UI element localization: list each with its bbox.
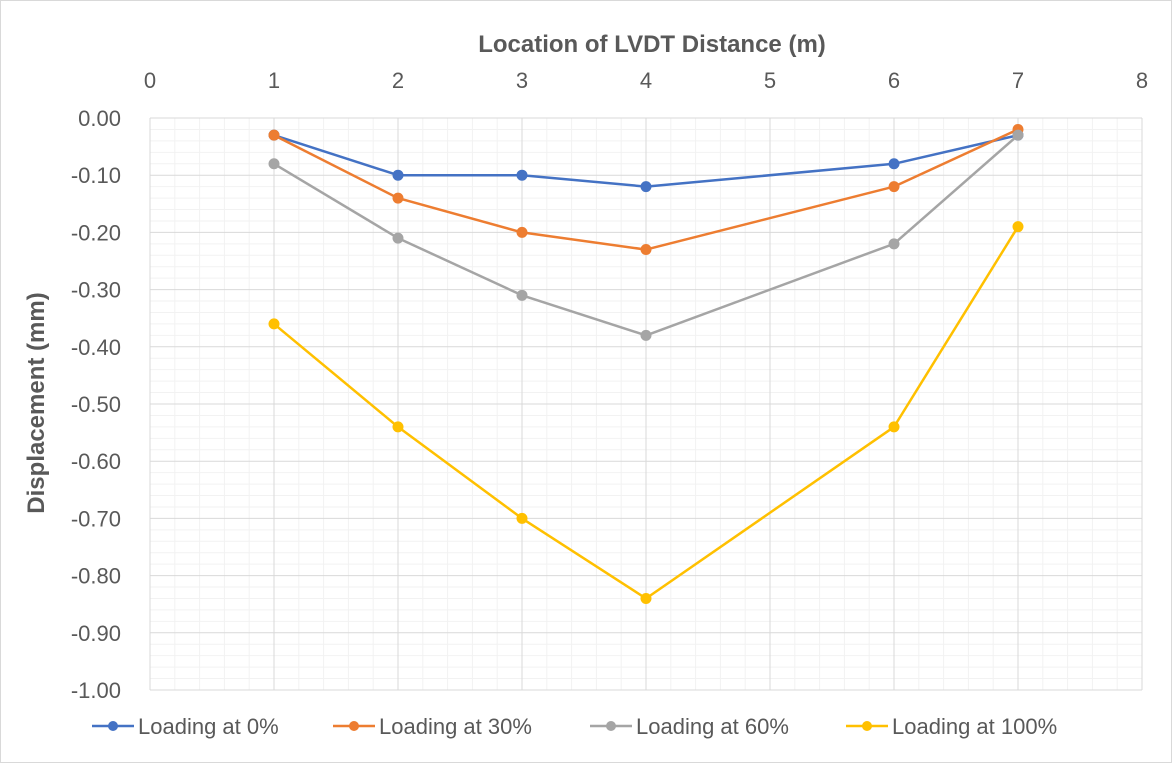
legend-label: Loading at 30%	[379, 714, 532, 739]
data-point	[888, 238, 900, 250]
x-axis-ticks: 0 1 2 3 4 5 6 7 8	[144, 68, 1148, 93]
x-axis-title: Location of LVDT Distance (m)	[478, 31, 826, 58]
legend-label: Loading at 60%	[636, 714, 789, 739]
y-axis-title: Displacement (mm)	[23, 292, 50, 513]
data-point	[516, 169, 528, 181]
y-axis-ticks: 0.00 -0.10 -0.20 -0.30 -0.40 -0.50 -0.60 -0.70 -…	[71, 106, 121, 703]
series-line	[273, 133, 1019, 188]
legend-marker	[862, 721, 872, 731]
x-tick-label: 8	[1136, 68, 1148, 93]
y-tick-label: -0.90	[71, 621, 121, 646]
data-point	[392, 169, 404, 181]
data-point	[640, 244, 652, 256]
legend-marker	[108, 721, 118, 731]
series-layer	[268, 123, 1024, 604]
legend-label: Loading at 0%	[138, 714, 279, 739]
data-point	[392, 232, 404, 244]
legend: Loading at 0% Loading at 30% Loading at 60…	[92, 714, 1057, 739]
y-tick-label: -0.40	[71, 335, 121, 360]
series-line	[273, 128, 1019, 251]
y-tick-label: -0.50	[71, 392, 121, 417]
series-line	[273, 134, 1019, 337]
data-point	[640, 592, 652, 604]
data-point	[392, 192, 404, 204]
legend-marker	[606, 721, 616, 731]
x-tick-label: 0	[144, 68, 156, 93]
data-point	[640, 181, 652, 193]
data-point	[640, 329, 652, 341]
data-point	[888, 158, 900, 170]
y-tick-label: -0.10	[71, 163, 121, 188]
legend-marker	[349, 721, 359, 731]
y-tick-label: -0.60	[71, 449, 121, 474]
y-tick-label: -0.80	[71, 564, 121, 589]
data-point	[888, 181, 900, 193]
y-tick-label: -1.00	[71, 678, 121, 703]
legend-label: Loading at 100%	[892, 714, 1057, 739]
data-point	[516, 512, 528, 524]
data-point	[516, 289, 528, 301]
x-tick-label: 5	[764, 68, 776, 93]
data-point	[268, 158, 280, 170]
y-tick-label: -0.20	[71, 220, 121, 245]
data-point	[516, 226, 528, 238]
x-tick-label: 6	[888, 68, 900, 93]
x-tick-label: 1	[268, 68, 280, 93]
y-tick-label: -0.30	[71, 278, 121, 303]
x-tick-label: 3	[516, 68, 528, 93]
data-point	[392, 421, 404, 433]
x-tick-label: 2	[392, 68, 404, 93]
data-point	[888, 421, 900, 433]
data-point	[1012, 129, 1024, 141]
y-tick-label: -0.70	[71, 506, 121, 531]
data-point	[268, 129, 280, 141]
y-tick-label: 0.00	[78, 106, 121, 131]
major-gridlines	[149, 117, 1143, 691]
data-point	[268, 318, 280, 330]
series-line	[273, 226, 1020, 600]
data-point	[1012, 221, 1024, 233]
x-tick-label: 7	[1012, 68, 1024, 93]
x-tick-label: 4	[640, 68, 652, 93]
